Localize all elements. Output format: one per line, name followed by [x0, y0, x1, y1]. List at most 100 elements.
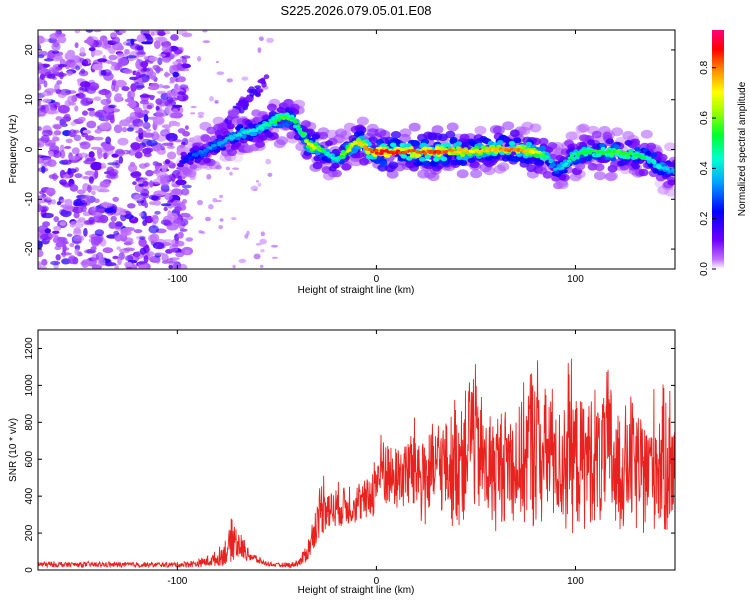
- noise-blob: [152, 242, 165, 250]
- spectral-ridge-cell: [569, 131, 582, 141]
- noise-blob: [91, 190, 96, 196]
- noise-blob: [212, 198, 218, 203]
- spectral-ridge-cell: [435, 146, 441, 151]
- noise-blob: [142, 219, 148, 226]
- spectral-ridge-cell: [183, 168, 192, 174]
- noise-blob: [59, 179, 67, 186]
- spectral-ridge-cell: [301, 133, 306, 137]
- noise-blob: [38, 204, 43, 212]
- spectral-ridge-cell: [609, 156, 617, 162]
- noise-blob: [172, 104, 183, 108]
- spectral-ridge-cell: [342, 152, 347, 156]
- spectral-ridge-cell: [399, 128, 412, 138]
- noise-blob: [148, 225, 159, 234]
- noise-blob: [68, 168, 77, 174]
- noise-blob: [74, 248, 80, 255]
- x-tick-label: 100: [567, 274, 584, 285]
- noise-blob: [174, 206, 182, 212]
- spectral-ridge-cell: [669, 162, 675, 168]
- noise-blob: [57, 35, 67, 44]
- spectral-ridge-cell: [313, 146, 318, 150]
- spectral-ridge-cell: [203, 157, 211, 164]
- noise-blob: [146, 139, 158, 147]
- noise-blob: [59, 118, 67, 126]
- noise-blob: [171, 112, 183, 119]
- noise-blob: [64, 60, 71, 70]
- spectral-ridge-cell: [521, 144, 527, 149]
- noise-blob: [169, 97, 179, 101]
- noise-blob: [88, 110, 96, 117]
- noise-blob: [87, 107, 95, 112]
- noise-blob: [63, 113, 71, 121]
- noise-blob: [145, 169, 154, 177]
- noise-blob: [159, 100, 170, 107]
- noise-blob: [209, 96, 214, 102]
- spectral-ridge-cell: [318, 131, 329, 140]
- noise-blob: [70, 121, 77, 126]
- y-tick-label: 20: [24, 44, 35, 56]
- spectral-ridge-cell: [445, 130, 456, 139]
- spectral-ridge-cell: [238, 133, 243, 137]
- noise-blob: [229, 171, 233, 176]
- noise-blob: [91, 236, 102, 245]
- spectral-ridge-cell: [477, 150, 481, 154]
- x-tick-label: 0: [374, 576, 380, 587]
- spectral-ridge-cell: [497, 162, 510, 172]
- noise-blob: [39, 73, 46, 80]
- noise-blob: [139, 94, 151, 98]
- colorbar-tick-label: 0.8: [699, 60, 710, 74]
- noise-blob: [41, 258, 48, 266]
- noise-blob: [73, 212, 80, 219]
- spectral-ridge-cell: [500, 149, 505, 152]
- spectral-ridge-cell: [298, 127, 303, 131]
- spectral-ridge-cell: [276, 123, 284, 129]
- spectral-ridge-cell: [293, 120, 298, 124]
- noise-blob: [157, 57, 163, 66]
- x-tick-label: -100: [167, 274, 187, 285]
- noise-blob: [132, 181, 137, 186]
- noise-blob: [66, 233, 73, 237]
- noise-blob: [124, 98, 134, 103]
- noise-blob: [152, 119, 164, 126]
- noise-blob: [141, 110, 150, 115]
- noise-blob: [71, 147, 80, 155]
- noise-blob: [38, 126, 42, 131]
- noise-blob: [78, 57, 83, 63]
- colorbar-tick-label: 0.0: [699, 262, 710, 276]
- noise-blob: [173, 49, 183, 55]
- noise-blob: [38, 137, 50, 142]
- spectral-ridge-cell: [507, 149, 512, 153]
- spectral-ridge-cell: [397, 151, 402, 155]
- snr-y-ticks: 0 200 400 600 800 1000 1200: [24, 337, 675, 573]
- noise-blob: [260, 249, 265, 253]
- noise-blob: [253, 253, 261, 260]
- noise-blob: [92, 162, 102, 167]
- noise-blob: [62, 174, 70, 180]
- spectral-ridge-cell: [444, 150, 449, 153]
- spectral-ridge-cell: [647, 162, 654, 168]
- noise-blob: [77, 116, 86, 122]
- noise-blob: [38, 140, 45, 148]
- spectral-ridge-cell: [600, 146, 606, 151]
- noise-blob: [123, 227, 135, 232]
- noise-blob: [129, 112, 138, 121]
- noise-blob: [94, 128, 102, 134]
- spectral-ridge-cell: [440, 156, 448, 162]
- noise-blob: [101, 43, 112, 49]
- y-tick-label: 0: [24, 567, 35, 573]
- noise-blob: [271, 256, 279, 259]
- spectral-ridge-cell: [513, 137, 522, 144]
- noise-blob: [119, 30, 127, 34]
- spectral-ridge-cell: [455, 141, 462, 147]
- spectral-ridge-cell: [497, 140, 504, 145]
- noise-blob: [127, 90, 136, 99]
- ridge-streak-blob: [250, 88, 257, 93]
- noise-blob: [214, 99, 219, 104]
- noise-blob: [53, 175, 59, 179]
- noise-blob: [162, 85, 171, 89]
- noise-blob: [53, 216, 60, 223]
- spectral-ridge-cell: [365, 150, 371, 155]
- noise-blob: [126, 127, 134, 132]
- noise-blob: [164, 159, 171, 165]
- spectral-ridge-cell: [290, 117, 295, 121]
